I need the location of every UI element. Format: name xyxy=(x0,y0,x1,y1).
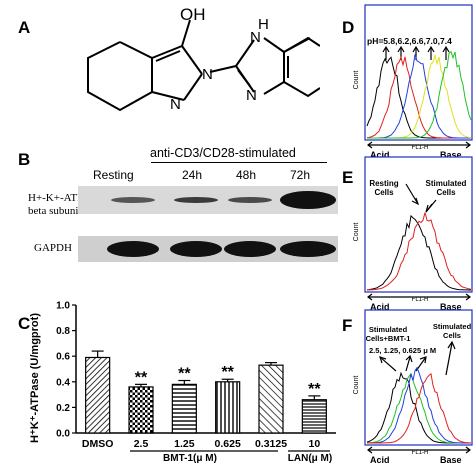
y-axis-label: H⁺K⁺-ATPase (U/mgprot) xyxy=(29,313,41,443)
base-label-d: Base xyxy=(440,150,462,160)
bar xyxy=(128,386,154,434)
y-tick-label: 0.0 xyxy=(56,429,70,440)
bar xyxy=(215,381,241,434)
lane-resting: Resting xyxy=(93,168,134,182)
bar xyxy=(171,383,197,434)
acid-label-e: Acid xyxy=(370,302,390,312)
stim-header: anti-CD3/CD28-stimulated xyxy=(150,146,296,160)
bar xyxy=(301,399,327,434)
lane-24h: 24h xyxy=(182,168,203,182)
bmt1-label: BMT-1(μ M) xyxy=(163,453,217,464)
stimulated-line1: Stimulated xyxy=(426,179,467,188)
bar xyxy=(258,364,284,434)
count-label-e: Count xyxy=(353,223,360,242)
lan-label: LAN(μ M) xyxy=(288,453,332,464)
fl-label-e: FL1-H xyxy=(412,297,429,303)
sb-line3: 2.5, 1.25, 0.625 μ M xyxy=(369,346,436,355)
x-tick-label: 2.5 xyxy=(134,438,149,450)
significance-mark: ** xyxy=(308,381,321,398)
flow-plot-f: Stimulated Cells+BMT-1 2.5, 1.25, 0.625 … xyxy=(353,309,473,465)
fl-label-d: FL1-H xyxy=(412,145,429,151)
panel-b-label: B xyxy=(18,150,31,169)
n-atom-3: N xyxy=(250,29,261,46)
panel-a-label: A xyxy=(18,18,31,37)
oh-label: OH xyxy=(180,5,206,24)
n-atom-4: N xyxy=(246,87,257,104)
histogram-curve xyxy=(367,373,472,444)
acid-label-f: Acid xyxy=(370,455,390,465)
x-tick-label: 10 xyxy=(308,438,320,450)
base-label-f: Base xyxy=(440,455,462,465)
sb-line1: Stimulated xyxy=(369,325,408,334)
histogram-curve xyxy=(366,214,471,291)
significance-mark: ** xyxy=(221,364,234,381)
n-atom-1: N xyxy=(202,66,213,83)
lane-48h: 48h xyxy=(236,168,257,182)
significance-mark: ** xyxy=(178,366,191,383)
stimulated-line2: Cells xyxy=(436,188,456,197)
panel-c-label: C xyxy=(18,314,31,333)
resting-line1: Resting xyxy=(369,179,398,188)
chemical-structure: OH N N N H N xyxy=(87,5,320,113)
n-atom-2: N xyxy=(170,96,181,113)
bar xyxy=(85,356,111,434)
y-tick-label: 1.0 xyxy=(56,301,70,312)
panel-e-label: E xyxy=(342,168,354,187)
base-label-e: Base xyxy=(440,302,462,312)
acid-label-d: Acid xyxy=(370,150,390,160)
y-tick-label: 0.4 xyxy=(56,377,70,388)
panel-f-label: F xyxy=(342,316,353,335)
histogram-curve xyxy=(367,212,472,291)
histogram-curve xyxy=(367,366,471,444)
y-tick-label: 0.6 xyxy=(56,352,70,363)
stim-header-line xyxy=(151,162,327,163)
row1-label-line2: beta subunit xyxy=(28,205,82,217)
histogram-curve xyxy=(367,50,472,139)
bar-chart: H⁺K⁺-ATPase (U/mgprot) 0.0 0.2 0.4 0.6 0.8 1.… xyxy=(29,301,336,464)
significance-mark: ** xyxy=(135,369,148,386)
resting-line2: Cells xyxy=(374,188,394,197)
x-tick-label: DMSO xyxy=(82,438,114,450)
flow-plot-d: pH=5.8,6.2,6.6,7.0,7.4 Count FL1-H Acid … xyxy=(353,4,473,160)
h-atom: H xyxy=(258,16,269,33)
y-tick-label: 0.2 xyxy=(56,403,70,414)
x-tick-label: 0.625 xyxy=(215,438,241,450)
x-tick-label: 1.25 xyxy=(174,438,195,450)
row2-label: GAPDH xyxy=(34,242,72,254)
count-label-d: Count xyxy=(353,71,360,90)
fl-label-f: FL1-H xyxy=(412,450,429,456)
ph-label: pH=5.8,6.2,6.6,7.0,7.4 xyxy=(367,36,452,46)
y-tick-label: 0.8 xyxy=(56,326,70,337)
x-tick-label: 0.3125 xyxy=(255,438,287,450)
lane-72h: 72h xyxy=(290,168,311,182)
st-line1: Stimulated xyxy=(433,322,472,331)
flow-plot-e: Resting Cells Stimulated Cells Count FL1… xyxy=(353,156,473,312)
count-label-f: Count xyxy=(353,376,360,395)
western-blot xyxy=(78,186,338,262)
panel-d-label: D xyxy=(342,18,355,37)
sb-line2: Cells+BMT-1 xyxy=(366,334,411,343)
st-line2: Cells xyxy=(443,331,461,340)
